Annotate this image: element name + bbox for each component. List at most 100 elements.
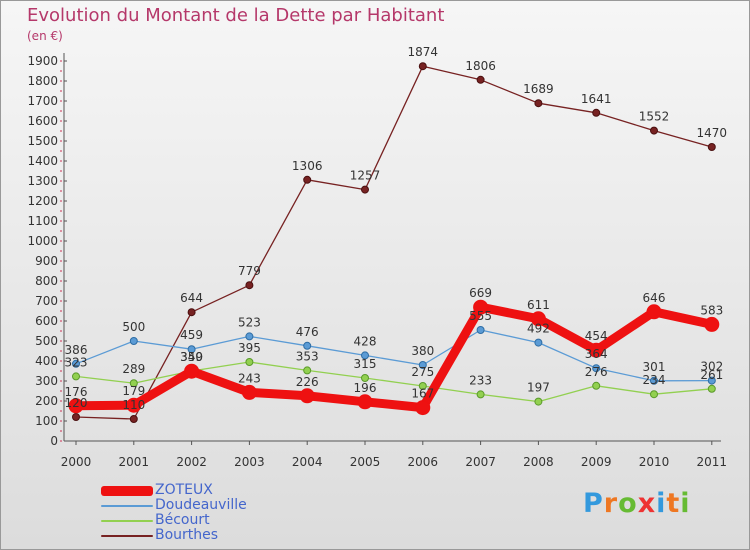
data-point — [303, 175, 312, 184]
data-label: 176 — [65, 385, 88, 399]
legend-swatch — [101, 535, 153, 537]
series-line-doudeauville — [75, 329, 713, 382]
x-tick-label: 2009 — [581, 455, 612, 469]
y-tick-label: 1200 — [27, 194, 58, 208]
legend-swatch — [101, 505, 153, 507]
data-label: 1806 — [465, 59, 496, 73]
y-tick-label: 1700 — [27, 94, 58, 108]
data-label: 779 — [238, 264, 261, 278]
x-tick-label: 2002 — [176, 455, 207, 469]
data-point — [534, 99, 543, 108]
data-label: 476 — [296, 325, 319, 339]
data-label: 1689 — [523, 82, 554, 96]
data-point — [534, 397, 543, 406]
legend-item: Doudeauville — [101, 497, 351, 514]
data-point — [245, 281, 254, 290]
data-point — [592, 364, 601, 373]
data-label: 555 — [469, 309, 492, 323]
data-label: 350 — [180, 350, 203, 364]
y-tick-label: 0 — [50, 434, 58, 448]
logo-letter: o — [618, 488, 638, 519]
data-point — [245, 358, 254, 366]
data-point — [707, 143, 716, 151]
data-point — [418, 382, 427, 390]
chart-title: Evolution du Montant de la Dette par Hab… — [27, 5, 445, 26]
y-tick-label: 200 — [35, 394, 58, 408]
data-label: 386 — [65, 343, 88, 357]
y-tick-label: 1500 — [27, 134, 58, 148]
x-tick-label: 2001 — [119, 455, 150, 469]
y-tick-label: 700 — [35, 294, 58, 308]
data-label: 315 — [354, 357, 377, 371]
logo-letter: r — [603, 488, 619, 519]
data-label: 233 — [469, 373, 492, 387]
data-label: 197 — [527, 381, 550, 395]
data-point — [187, 345, 196, 354]
data-label: 234 — [643, 373, 666, 387]
data-point — [245, 332, 254, 341]
data-point — [68, 398, 84, 414]
y-tick-label: 1400 — [27, 154, 58, 168]
data-point — [588, 342, 604, 358]
y-tick-label: 800 — [35, 274, 58, 288]
y-tick-label: 1600 — [27, 114, 58, 128]
data-point — [476, 326, 485, 334]
data-point — [592, 108, 601, 117]
x-tick-label: 2003 — [234, 455, 265, 469]
y-tick-label: 500 — [35, 334, 58, 348]
x-tick-label: 2006 — [408, 455, 439, 469]
data-point — [418, 62, 427, 71]
data-label: 353 — [296, 349, 319, 363]
y-tick-label: 1100 — [27, 214, 58, 228]
data-point — [129, 379, 138, 388]
x-tick-label: 2011 — [697, 455, 728, 469]
data-point — [129, 415, 138, 423]
y-tick-label: 900 — [35, 254, 58, 268]
data-point — [707, 384, 716, 393]
data-label: 523 — [238, 315, 261, 329]
data-label: 1552 — [639, 110, 670, 124]
x-tick-label: 2010 — [639, 455, 670, 469]
data-point — [303, 341, 312, 350]
data-label: 380 — [411, 344, 434, 358]
data-label: 289 — [122, 362, 145, 376]
data-label: 120 — [65, 396, 88, 410]
data-point — [418, 361, 427, 369]
data-point — [72, 372, 80, 381]
data-label: 226 — [296, 375, 319, 389]
logo-letter: P — [583, 488, 604, 519]
data-point — [476, 390, 485, 399]
data-label: 301 — [643, 360, 666, 374]
data-label: 110 — [122, 398, 145, 412]
data-point — [187, 308, 196, 317]
data-point — [704, 316, 720, 332]
data-point — [650, 390, 658, 399]
legend-label: Bourthes — [155, 527, 219, 543]
y-tick-label: 1300 — [27, 174, 58, 188]
data-point — [241, 384, 257, 400]
logo-letter: i — [656, 488, 667, 519]
data-point — [415, 400, 431, 416]
data-label: 276 — [585, 365, 608, 379]
data-point — [592, 381, 601, 390]
data-point — [707, 376, 716, 385]
data-label: 1306 — [292, 159, 323, 173]
y-tick-label: 1900 — [27, 54, 58, 68]
y-tick-label: 300 — [35, 374, 58, 388]
data-label: 395 — [238, 341, 261, 355]
legend: ZOTEUX Doudeauville Bécourt Bourthes — [101, 482, 351, 544]
data-label: 644 — [180, 291, 203, 305]
y-tick-label: 1800 — [27, 74, 58, 88]
logo-letter: i — [680, 488, 691, 519]
data-label: 583 — [700, 303, 723, 317]
y-tick-label: 100 — [35, 414, 58, 428]
data-point — [534, 338, 543, 347]
data-label: 492 — [527, 322, 550, 336]
data-point — [530, 311, 546, 327]
series-line-bourthes — [75, 65, 713, 420]
data-label: 646 — [643, 291, 666, 305]
data-label: 179 — [122, 384, 145, 398]
data-label: 669 — [469, 286, 492, 300]
